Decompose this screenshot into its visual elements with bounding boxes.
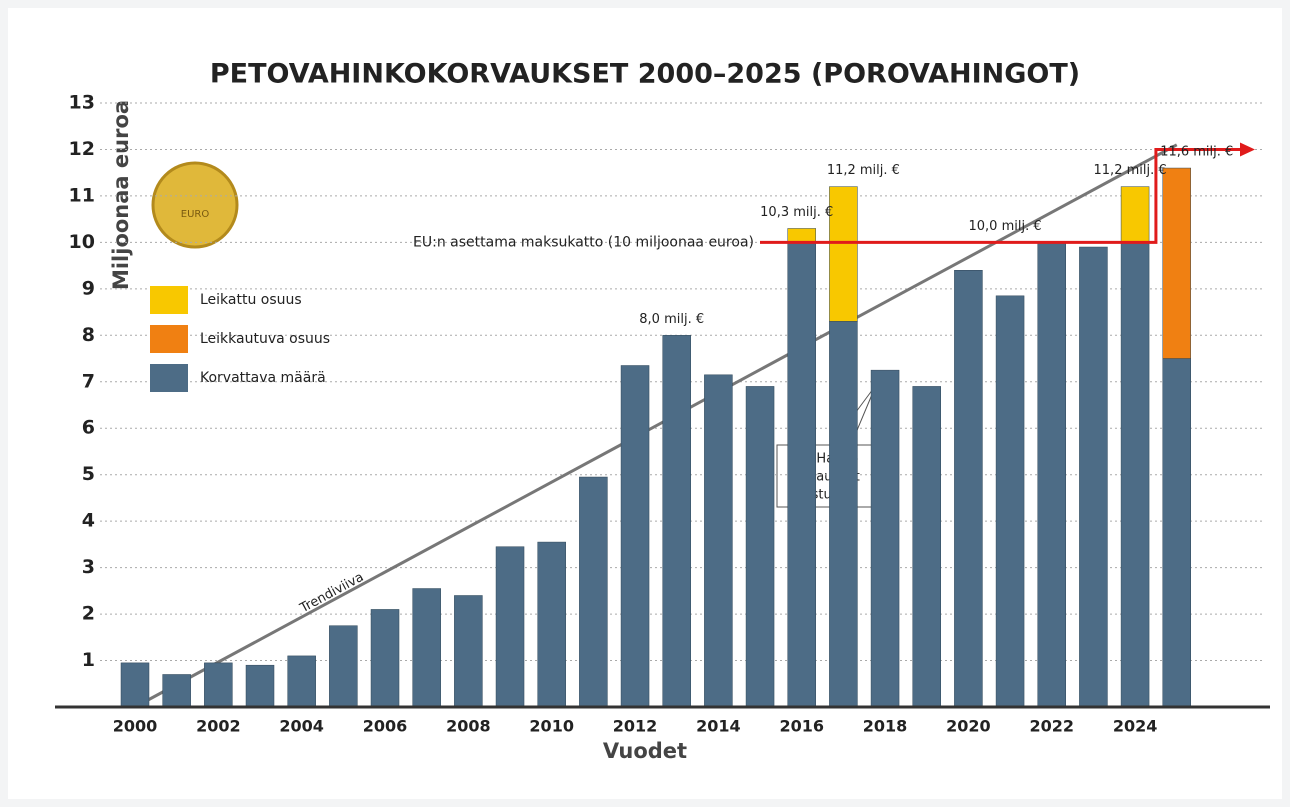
y-tick-label: 4 <box>82 510 95 532</box>
bar-segment <box>579 476 608 708</box>
x-axis-title: Vuodet <box>603 739 687 763</box>
y-tick-label: 13 <box>69 92 95 114</box>
legend-label: Leikkautuva osuus <box>200 331 330 347</box>
bar-segment <box>954 270 983 708</box>
y-tick-label: 6 <box>82 417 95 439</box>
bar-segment <box>870 369 900 708</box>
x-tick-label: 2014 <box>696 717 741 736</box>
bar-segment <box>1120 186 1150 243</box>
legend-swatch <box>150 286 188 314</box>
cap-label: EU:n asettama maksukatto (10 miljoonaa e… <box>413 234 754 250</box>
bar-segment <box>537 541 566 708</box>
bar-segment <box>162 674 191 708</box>
annotation: 11,2 milj. € <box>827 163 900 178</box>
cap-line <box>760 147 1245 244</box>
annotation: 10,3 milj. € <box>760 205 833 220</box>
x-tick-label: 2010 <box>529 717 574 736</box>
bar-segment <box>995 295 1025 708</box>
bar-segment <box>495 546 525 708</box>
x-tick-label: 2018 <box>863 717 908 736</box>
x-tick-label: 2000 <box>113 717 158 736</box>
bar-segment <box>412 588 441 708</box>
bar-segment <box>704 374 733 708</box>
legend-swatch <box>150 325 188 353</box>
bar-segment <box>787 242 816 708</box>
coin-text: EURO <box>181 209 210 220</box>
bar-segment <box>1162 358 1191 708</box>
bar-segment <box>745 386 775 708</box>
y-tick-label: 12 <box>69 138 95 160</box>
bar-segment <box>1162 167 1191 359</box>
bar-segment <box>662 335 691 708</box>
y-axis-title: Miljoonaa euroa <box>109 100 133 290</box>
bar-segment <box>1120 242 1150 708</box>
chart-title: PETOVAHINKOKORVAUKSET 2000–2025 (POROVAH… <box>210 59 1080 90</box>
annotation: 8,0 milj. € <box>639 312 704 327</box>
y-tick-label: 2 <box>82 603 95 625</box>
bar-segment <box>787 228 816 243</box>
y-tick-label: 3 <box>82 556 95 578</box>
bar-segment <box>1079 246 1108 708</box>
y-tick-label: 5 <box>82 463 95 485</box>
legend-label: Korvattava määrä <box>200 370 326 386</box>
y-tick-label: 9 <box>82 277 95 299</box>
cap-arrow <box>1240 142 1255 157</box>
bar-segment <box>912 386 941 708</box>
annotation: 11,2 milj. € <box>1094 163 1167 178</box>
bar-segment <box>245 664 275 708</box>
annotation: 11,6 milj. € <box>1160 145 1233 160</box>
x-tick-label: 2008 <box>446 717 491 736</box>
bar-segment <box>620 365 650 708</box>
y-tick-label: 10 <box>69 231 95 253</box>
bar-segment <box>454 595 483 708</box>
trend-line <box>134 143 1178 709</box>
bar-segment <box>370 609 400 708</box>
y-tick-label: 7 <box>82 370 95 392</box>
bar-segment <box>1037 242 1066 708</box>
legend-label: Leikattu osuus <box>200 292 302 308</box>
bar-segment <box>829 186 858 322</box>
x-tick-label: 2022 <box>1029 717 1074 736</box>
x-tick-label: 2006 <box>363 717 408 736</box>
x-tick-label: 2016 <box>779 717 824 736</box>
bar-segment <box>204 662 233 708</box>
y-tick-label: 11 <box>69 184 95 206</box>
bar-segment <box>329 625 358 708</box>
x-tick-label: 2024 <box>1113 717 1158 736</box>
y-tick-label: 8 <box>82 324 95 346</box>
x-tick-label: 2020 <box>946 717 991 736</box>
y-tick-label: 1 <box>82 649 95 671</box>
bar-segment <box>829 321 858 708</box>
bar-segment <box>120 662 150 708</box>
coin-icon <box>151 161 239 249</box>
x-tick-label: 2012 <box>613 717 658 736</box>
annotation: 10,0 milj. € <box>969 219 1042 234</box>
x-tick-label: 2004 <box>279 717 324 736</box>
bar-segment <box>287 655 316 708</box>
legend-swatch <box>150 364 188 392</box>
x-tick-label: 2002 <box>196 717 241 736</box>
